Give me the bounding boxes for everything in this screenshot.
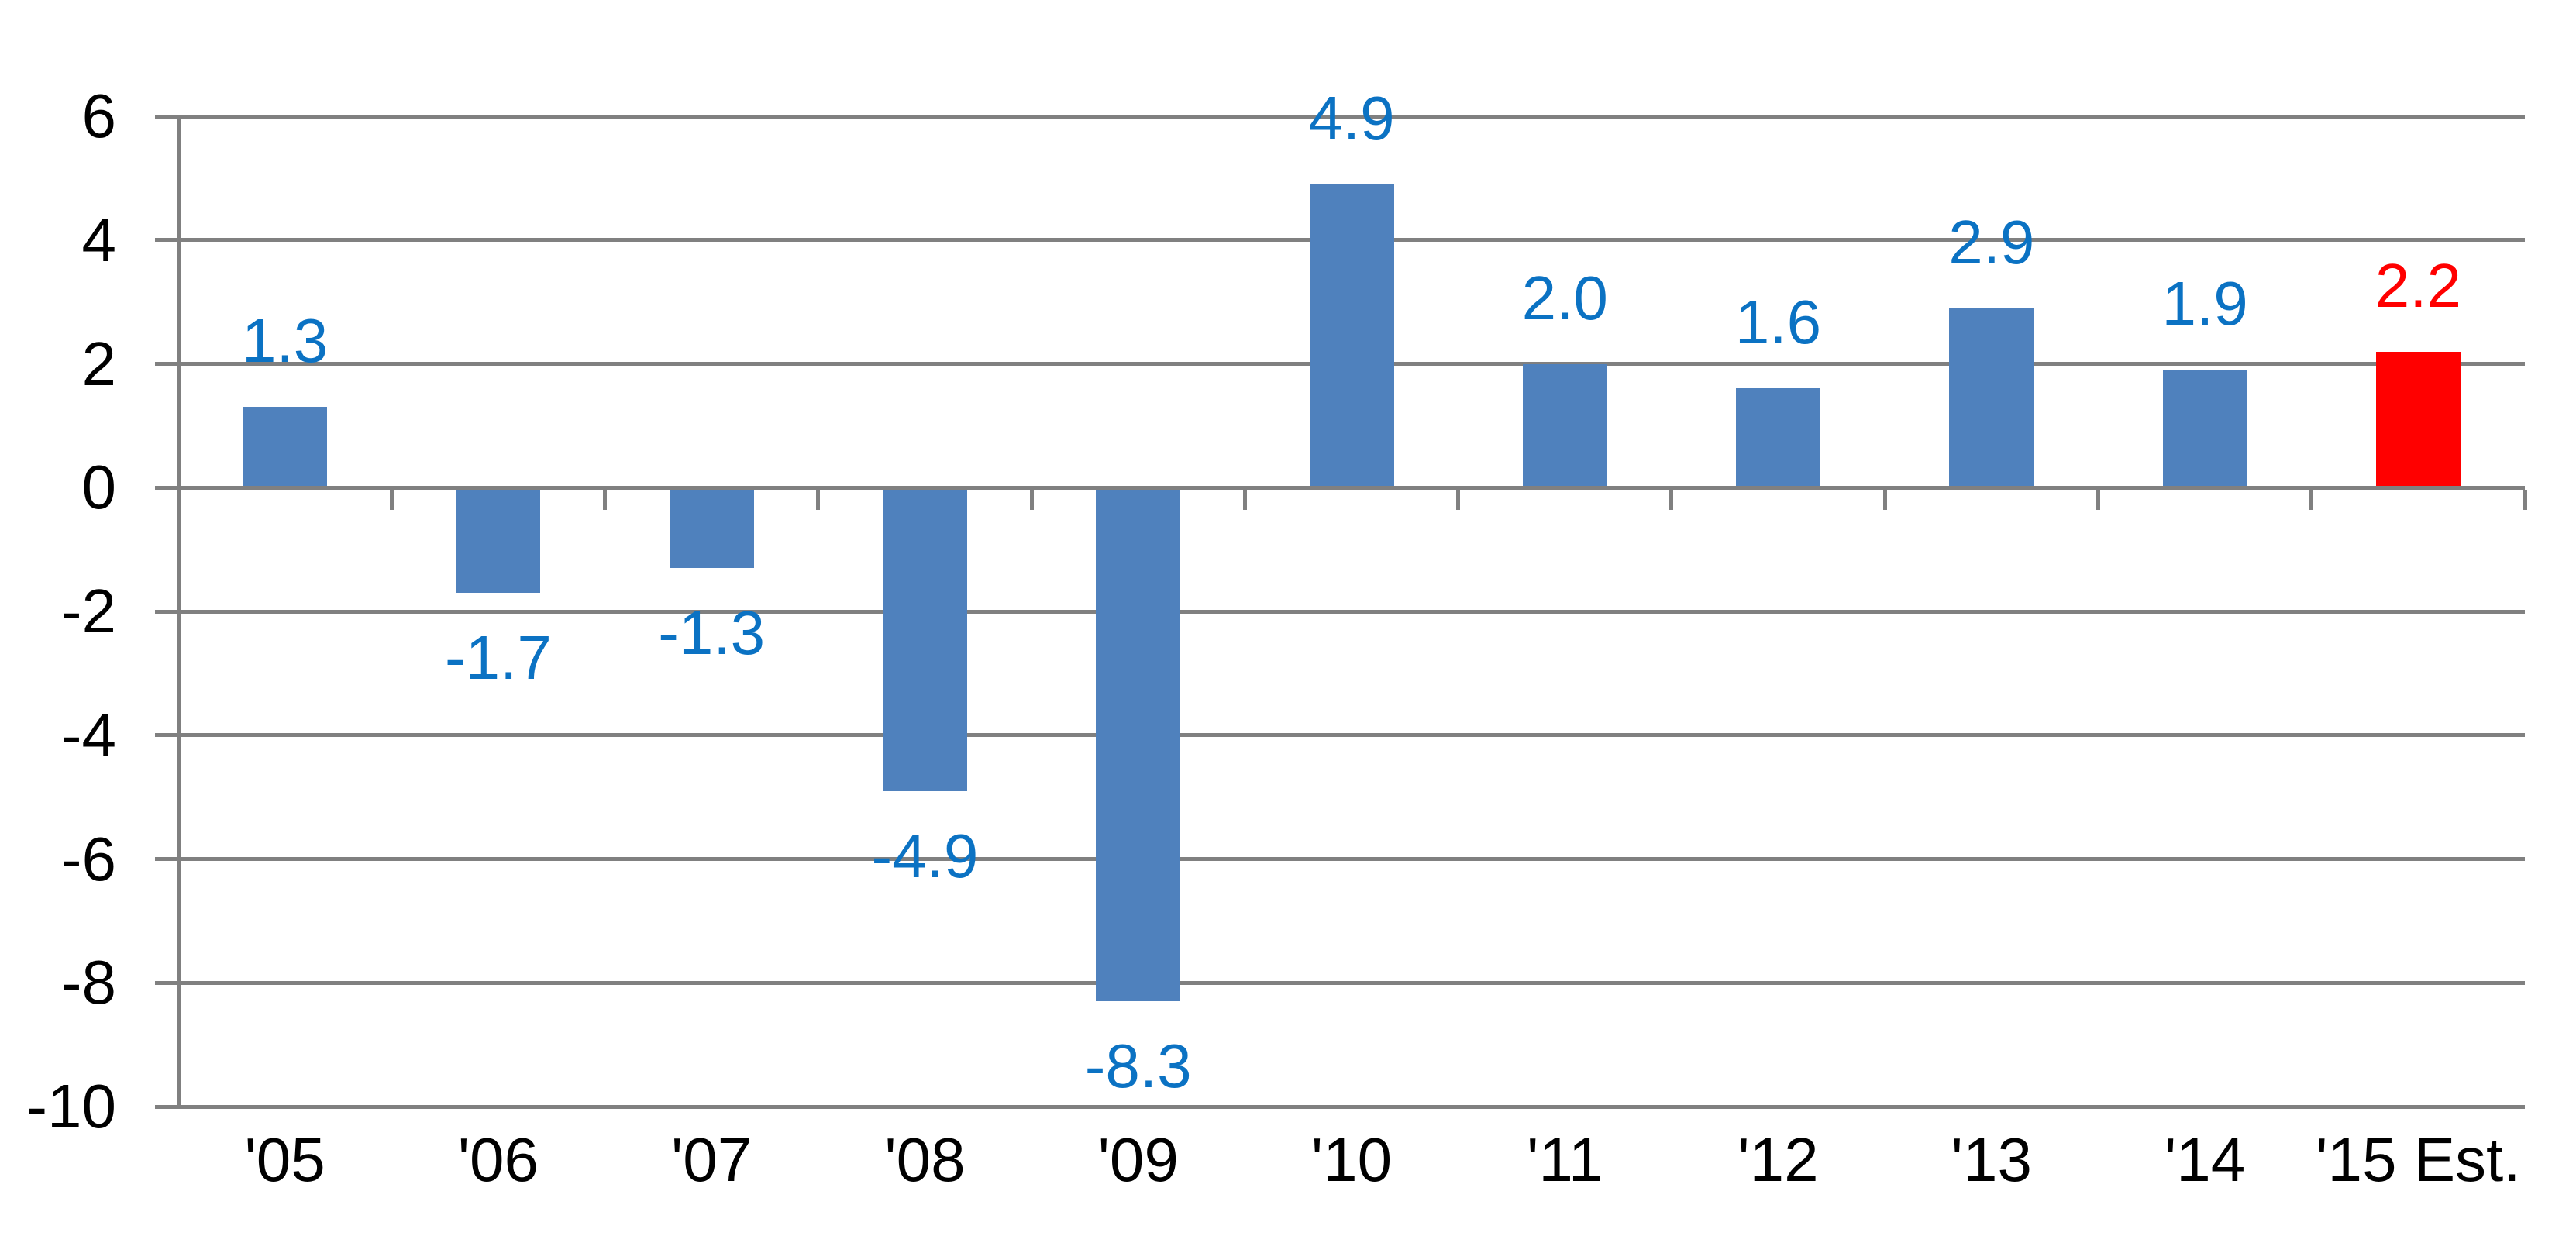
- value-label-15-est: 2.2: [2375, 250, 2461, 320]
- gridline: [155, 733, 2525, 738]
- x-axis-label-07: '07: [671, 1125, 752, 1194]
- bar-15-est: [2375, 351, 2461, 488]
- y-axis-label-2: 2: [81, 329, 117, 398]
- bar-10: [1309, 184, 1394, 488]
- category-tick: [389, 489, 394, 510]
- gridline: [155, 1104, 2525, 1109]
- y-axis-label-neg-4: -4: [60, 700, 116, 769]
- gridline: [155, 857, 2525, 861]
- value-label-05: 1.3: [242, 306, 329, 376]
- y-axis-label-6: 6: [81, 81, 117, 150]
- category-tick: [1456, 489, 1461, 510]
- y-axis-label-neg-10: -10: [26, 1072, 116, 1141]
- value-label-12: 1.6: [1734, 287, 1822, 357]
- x-axis-label-11: '11: [1527, 1125, 1603, 1194]
- x-axis-label-09: '09: [1097, 1125, 1179, 1194]
- bar-09: [1096, 487, 1181, 1002]
- y-axis-label-neg-6: -6: [60, 824, 116, 893]
- y-axis-line: [176, 114, 181, 1109]
- value-label-13: 2.9: [1948, 207, 2035, 277]
- y-axis-label-neg-8: -8: [60, 948, 116, 1017]
- category-tick: [176, 489, 181, 510]
- bar-13: [1949, 308, 2034, 488]
- x-axis-zero-line: [155, 485, 2525, 490]
- category-tick: [1882, 489, 1887, 510]
- bar-11: [1522, 363, 1607, 488]
- value-label-09: -8.3: [1084, 1031, 1192, 1101]
- x-axis-label-12: '12: [1737, 1125, 1819, 1194]
- x-axis-label-15-est: '15 Est.: [2316, 1125, 2521, 1194]
- y-axis-label-4: 4: [81, 205, 117, 274]
- gridline: [155, 609, 2525, 614]
- x-axis-label-13: '13: [1951, 1125, 2032, 1194]
- category-tick: [816, 489, 821, 510]
- bar-06: [456, 487, 541, 594]
- value-label-11: 2.0: [1521, 263, 1608, 332]
- value-label-10: 4.9: [1308, 83, 1395, 153]
- x-axis-label-05: '05: [244, 1125, 325, 1194]
- category-tick: [603, 489, 608, 510]
- bar-12: [1736, 388, 1821, 488]
- x-axis-label-06: '06: [457, 1125, 539, 1194]
- y-axis-label-neg-2: -2: [60, 577, 116, 645]
- value-label-14: 1.9: [2161, 269, 2248, 339]
- x-axis-label-14: '14: [2164, 1125, 2246, 1194]
- category-tick: [1669, 489, 1674, 510]
- bar-14: [2162, 370, 2247, 488]
- value-label-08: -4.9: [871, 821, 979, 890]
- bar-05: [243, 407, 328, 488]
- gridline: [155, 980, 2525, 985]
- category-tick: [2523, 489, 2527, 510]
- gridline: [155, 114, 2525, 119]
- x-axis-label-08: '08: [884, 1125, 966, 1194]
- category-tick: [1029, 489, 1034, 510]
- category-tick: [2309, 489, 2314, 510]
- y-axis-label-0: 0: [81, 453, 117, 522]
- bar-08: [882, 487, 967, 791]
- value-label-07: -1.3: [658, 598, 766, 668]
- value-label-06: -1.7: [444, 623, 552, 693]
- x-axis-label-10: '10: [1310, 1125, 1393, 1194]
- bar-07: [669, 487, 754, 569]
- category-tick: [1242, 489, 1247, 510]
- category-tick: [2096, 489, 2100, 510]
